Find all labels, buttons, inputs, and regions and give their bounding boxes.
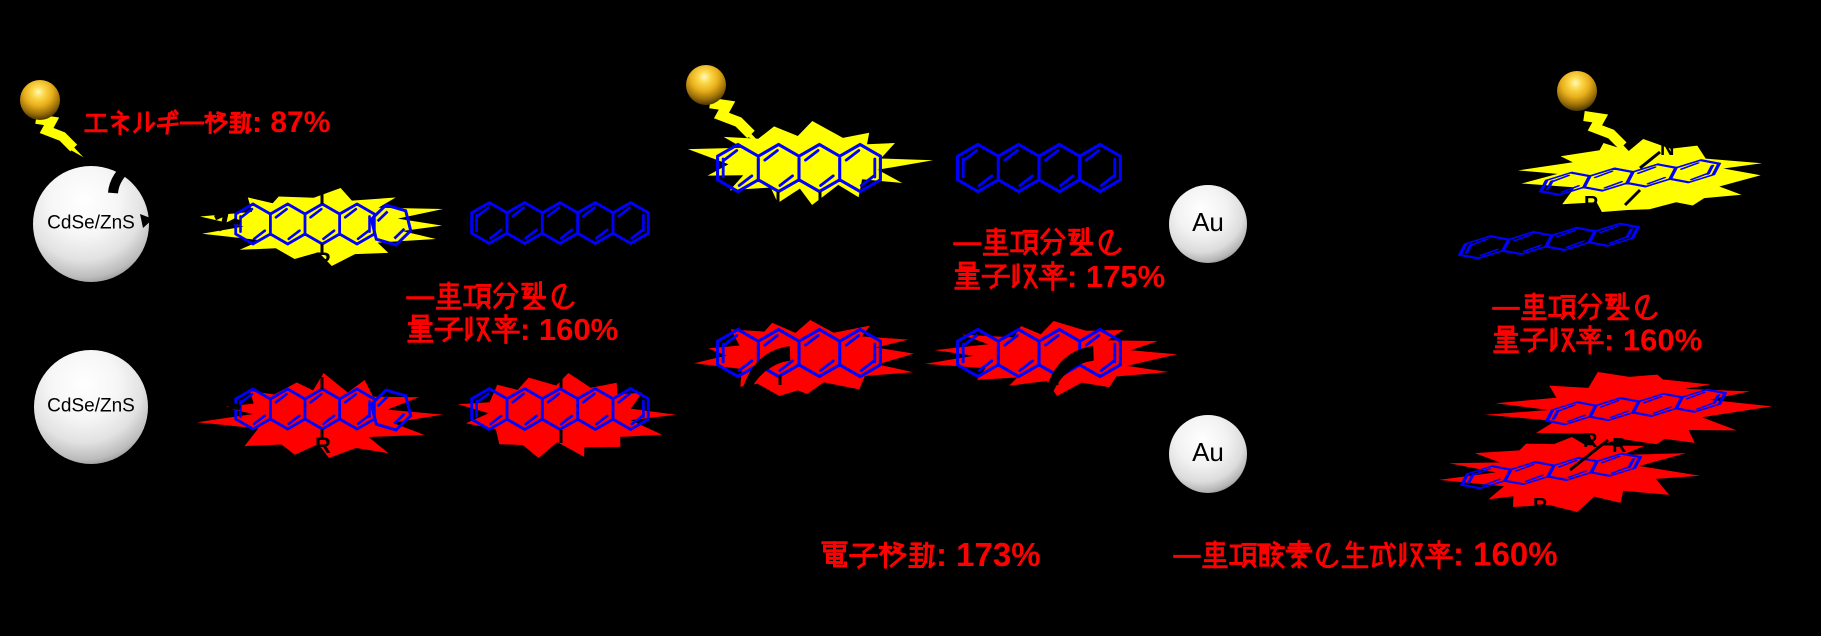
svg-text:CdSe/ZnS: CdSe/ZnS: [47, 396, 135, 417]
svg-text:: 173%: : 173%: [936, 536, 1041, 573]
svg-text:R: R: [1533, 495, 1548, 517]
svg-text:: 87%: : 87%: [252, 106, 330, 139]
svg-text:: 160%: : 160%: [520, 312, 618, 347]
svg-text:Au: Au: [1192, 207, 1224, 237]
svg-text:: 160%: : 160%: [1453, 535, 1558, 572]
svg-text:: 175%: : 175%: [1067, 259, 1165, 294]
svg-text:CdSe/ZnS: CdSe/ZnS: [47, 213, 135, 234]
svg-text:R: R: [1612, 435, 1627, 457]
svg-text:R: R: [1584, 193, 1599, 215]
svg-text:Au: Au: [1192, 437, 1224, 467]
svg-text:R: R: [315, 433, 331, 458]
svg-text:: 160%: : 160%: [1604, 322, 1702, 357]
svg-text:R: R: [315, 248, 331, 273]
svg-text:R: R: [1583, 430, 1598, 452]
svg-text:N: N: [1660, 138, 1674, 160]
